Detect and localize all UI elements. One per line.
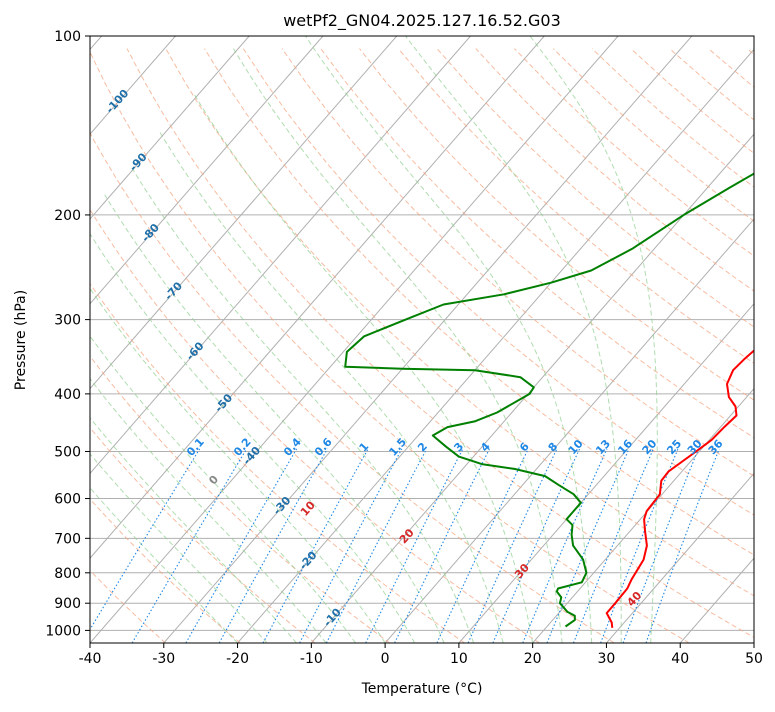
x-tick-label: -20 xyxy=(226,651,249,667)
x-tick-label: -10 xyxy=(300,651,323,667)
x-tick-label: 30 xyxy=(598,651,616,667)
x-tick-label: 20 xyxy=(524,651,542,667)
y-tick-label: 500 xyxy=(54,444,81,460)
y-tick-label: 1000 xyxy=(45,623,81,639)
x-tick-label: 40 xyxy=(671,651,689,667)
y-tick-label: 600 xyxy=(54,492,81,508)
y-tick-label: 300 xyxy=(54,313,81,329)
y-tick-label: 200 xyxy=(54,208,81,224)
y-tick-label: 100 xyxy=(54,29,81,45)
x-axis-label: Temperature (°C) xyxy=(361,681,483,697)
x-tick-label: 0 xyxy=(381,651,390,667)
y-axis-label: Pressure (hPa) xyxy=(13,290,29,390)
chart-title: wetPf2_GN04.2025.127.16.52.G03 xyxy=(283,11,561,31)
x-tick-label: 10 xyxy=(450,651,468,667)
x-tick-label: 50 xyxy=(745,651,763,667)
x-tick-label: -30 xyxy=(152,651,175,667)
y-tick-label: 800 xyxy=(54,566,81,582)
y-tick-label: 700 xyxy=(54,531,81,547)
x-tick-label: -40 xyxy=(79,651,102,667)
y-tick-label: 400 xyxy=(54,387,81,403)
y-tick-label: 900 xyxy=(54,596,81,612)
